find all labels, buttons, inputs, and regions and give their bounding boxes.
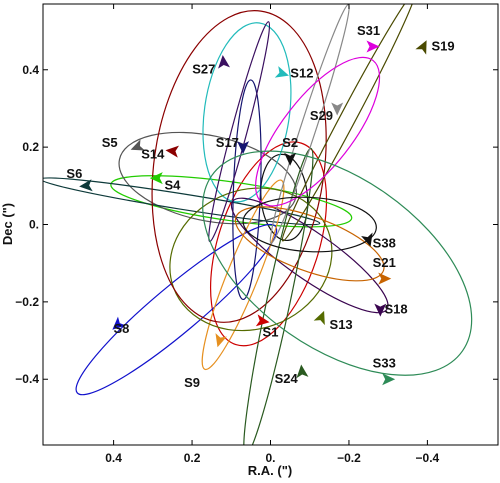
orbit-s17 bbox=[232, 79, 262, 301]
orbit-arrow-s31 bbox=[366, 40, 380, 53]
x-tick-label: −0.2 bbox=[337, 451, 361, 465]
x-tick-label: −0.4 bbox=[416, 451, 440, 465]
x-tick-label: 0.2 bbox=[184, 451, 201, 465]
orbit-arrow-s5 bbox=[130, 139, 145, 151]
star-label-s38: S38 bbox=[373, 236, 396, 251]
star-label-s9: S9 bbox=[184, 375, 200, 390]
orbit-s31 bbox=[255, 56, 381, 207]
orbit-s8 bbox=[75, 223, 278, 396]
star-label-s14: S14 bbox=[141, 147, 165, 162]
star-label-s6: S6 bbox=[66, 166, 82, 181]
y-axis-title: Dec (") bbox=[0, 203, 15, 245]
x-tick-label: 0. bbox=[265, 451, 275, 465]
x-axis-title: R.A. (") bbox=[248, 463, 292, 478]
orbit-arrow-s8 bbox=[112, 316, 126, 330]
orbit-arrow-s27 bbox=[218, 55, 230, 69]
tick-layer: 0.4 0.2 0. −0.2 −0.4 0.4 0.2 0. −0.2 −0.4 bbox=[15, 4, 498, 465]
orbit-arrow-s6 bbox=[79, 179, 93, 192]
orbit-s9 bbox=[201, 179, 285, 371]
star-label-s24: S24 bbox=[275, 371, 299, 386]
star-label-s5: S5 bbox=[102, 135, 118, 150]
orbit-arrow-s4 bbox=[149, 172, 163, 185]
star-label-s4: S4 bbox=[164, 178, 181, 193]
orbit-s12 bbox=[202, 22, 292, 203]
orbit-s27 bbox=[208, 21, 271, 243]
arrow-layer bbox=[79, 40, 427, 386]
orbit-arrow-s1 bbox=[255, 314, 270, 327]
star-label-s13: S13 bbox=[330, 317, 353, 332]
orbit-s6 bbox=[43, 177, 321, 226]
orbit-s21 bbox=[234, 206, 385, 282]
orbit-arrow-s13 bbox=[313, 310, 325, 326]
star-label-s18: S18 bbox=[384, 301, 407, 316]
star-label-s21: S21 bbox=[373, 255, 396, 270]
star-label-s31: S31 bbox=[357, 23, 380, 38]
orbit-arrow-s33 bbox=[382, 373, 396, 386]
y-tick-label: 0. bbox=[29, 218, 39, 232]
orbit-arrow-s19 bbox=[415, 40, 427, 55]
orbit-arrow-s12 bbox=[274, 66, 289, 78]
orbit-arrow-s9 bbox=[215, 333, 227, 348]
orbit-arrow-s2 bbox=[284, 152, 297, 166]
star-label-s33: S33 bbox=[373, 356, 396, 371]
star-label-s2: S2 bbox=[282, 135, 298, 150]
orbit-s1 bbox=[209, 141, 328, 347]
orbit-arrow-s29 bbox=[331, 102, 344, 116]
orbit-arrow-s17 bbox=[237, 141, 250, 155]
orbit-s38 bbox=[242, 196, 377, 253]
star-label-s29: S29 bbox=[310, 108, 333, 123]
orbit-s33 bbox=[202, 150, 473, 376]
star-label-s27: S27 bbox=[192, 62, 215, 77]
star-label-s8: S8 bbox=[113, 321, 129, 336]
y-tick-label: 0.2 bbox=[22, 140, 39, 154]
star-label-s17: S17 bbox=[216, 135, 239, 150]
orbit-s19 bbox=[281, 4, 417, 242]
y-tick-label: −0.4 bbox=[15, 372, 39, 386]
orbit-s5 bbox=[118, 131, 298, 225]
star-label-layer: S1 S2 S4 S5 S6 S8 S9 S12 S13 S14 S17 S18 S19 S21 S24 S2… bbox=[66, 23, 454, 390]
orbit-arrow-s38 bbox=[361, 232, 373, 247]
orbit-arrow-s18 bbox=[374, 303, 387, 317]
orbit-arrow-s24 bbox=[296, 364, 309, 379]
orbit-arrow-s14 bbox=[165, 145, 180, 158]
orbit-arrow-s21 bbox=[378, 272, 392, 285]
x-tick-label: 0.4 bbox=[105, 451, 122, 465]
orbit-layer bbox=[43, 4, 473, 445]
star-label-s1: S1 bbox=[263, 325, 279, 340]
y-tick-label: −0.2 bbox=[15, 295, 39, 309]
star-label-s19: S19 bbox=[432, 38, 455, 53]
star-label-s12: S12 bbox=[290, 66, 313, 81]
orbit-s24 bbox=[243, 147, 314, 445]
y-tick-label: 0.4 bbox=[22, 63, 39, 77]
